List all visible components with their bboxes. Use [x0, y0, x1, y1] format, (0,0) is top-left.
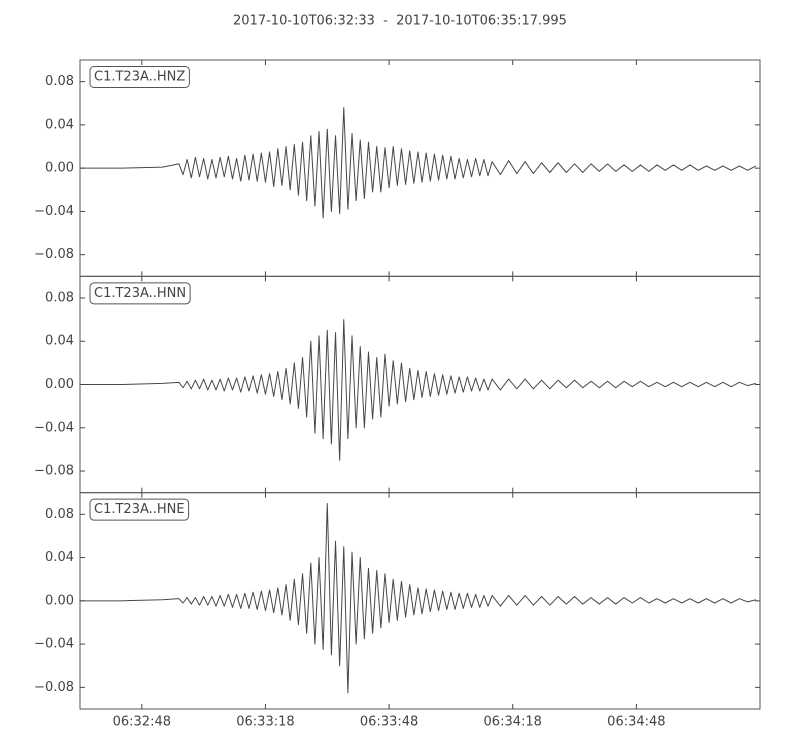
y-tick-label: 0.04 — [45, 550, 74, 565]
panel — [80, 107, 757, 219]
y-tick-label: −0.04 — [34, 420, 74, 435]
panel-frame — [79, 492, 761, 710]
x-tick-label: 06:32:48 — [113, 715, 171, 730]
trace-label: C1.T23A..HNE — [94, 502, 185, 517]
y-tick-label: 0.08 — [45, 74, 74, 89]
panel — [80, 319, 757, 461]
y-tick-label: −0.08 — [34, 247, 74, 262]
trace-label-box — [89, 498, 190, 521]
x-tick-label: 06:34:48 — [607, 715, 665, 730]
y-tick-label: −0.04 — [34, 204, 74, 219]
y-tick-label: 0.08 — [45, 507, 74, 522]
chart-title: 2017-10-10T06:32:33 - 2017-10-10T06:35:1… — [233, 14, 567, 29]
trace-label-box — [89, 66, 190, 88]
y-tick-label: −0.08 — [34, 680, 74, 695]
x-tick-label: 06:34:18 — [484, 715, 542, 730]
trace-label: C1.T23A..HNZ — [94, 70, 185, 85]
y-tick-label: 0.08 — [45, 290, 74, 305]
y-tick-label: 0.00 — [45, 593, 74, 608]
panel — [80, 502, 757, 694]
y-tick-label: −0.08 — [34, 464, 74, 479]
waveform — [80, 502, 757, 694]
trace-label-box — [89, 282, 191, 305]
waveform — [80, 107, 757, 219]
x-tick-label: 06:33:18 — [236, 715, 294, 730]
y-tick-label: 0.04 — [45, 117, 74, 132]
waveform — [80, 319, 757, 461]
x-tick-label: 06:33:48 — [360, 715, 418, 730]
trace-label: C1.T23A..HNN — [94, 286, 186, 301]
y-tick-label: 0.04 — [45, 334, 74, 349]
y-tick-label: −0.04 — [34, 637, 74, 652]
y-tick-label: 0.00 — [45, 377, 74, 392]
y-tick-label: 0.00 — [45, 161, 74, 176]
